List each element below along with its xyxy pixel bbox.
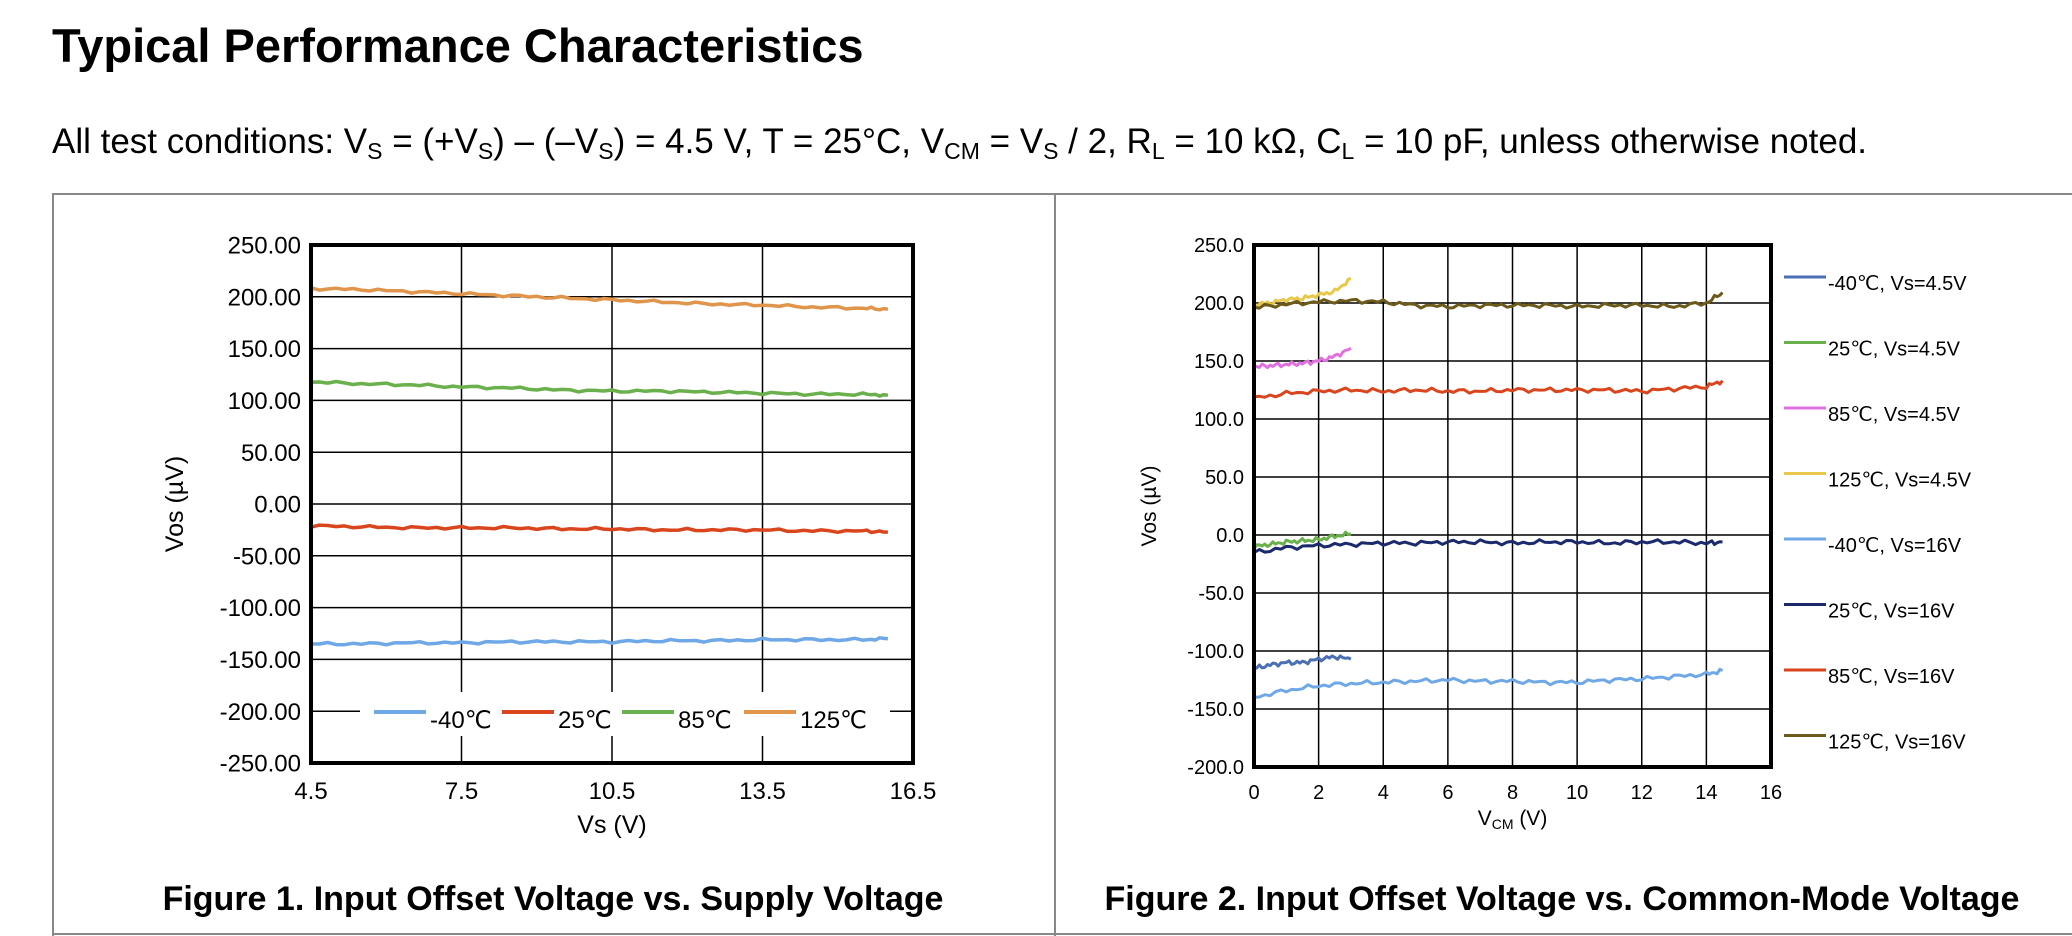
conditions-subscript: S (477, 138, 494, 164)
series-line (1253, 654, 1352, 670)
conditions-subscript: S (598, 138, 614, 164)
series-line (1253, 538, 1723, 554)
y-tick-label: 0.00 (254, 492, 301, 519)
series-line (1252, 277, 1352, 308)
y-tick-label: 100.0 (1194, 409, 1244, 431)
series-line (310, 286, 889, 312)
figure-table-bottom-border (52, 933, 2072, 935)
x-axis-label: Vs (V) (577, 811, 646, 839)
x-tick-label: 4 (1378, 782, 1389, 804)
y-tick-label: -250.00 (220, 751, 301, 778)
y-tick-label: -50.00 (233, 543, 301, 570)
figure-table-frame (52, 193, 2072, 936)
y-tick-label: -100.0 (1187, 641, 1244, 663)
legend-label: 85℃ (678, 707, 732, 734)
series-line (1253, 667, 1724, 699)
x-tick-label: 16.5 (890, 778, 937, 805)
legend-label: 85℃, Vs=4.5V (1828, 404, 1961, 426)
y-axis-label: Vos (µV) (1138, 466, 1161, 547)
x-axis-label-subscript: CM (1492, 816, 1514, 832)
y-tick-label: 200.0 (1194, 293, 1244, 315)
y-tick-label: -100.00 (220, 595, 301, 622)
conditions-text: ) = 4.5 V, T = 25°C, V (613, 122, 945, 161)
x-tick-label: 6 (1442, 782, 1453, 804)
figure-table-divider (1054, 193, 1056, 936)
legend-label: -40℃, Vs=16V (1828, 535, 1962, 557)
figure-2-caption: Figure 2. Input Offset Voltage vs. Commo… (1104, 880, 2020, 918)
y-tick-label: -200.00 (220, 699, 301, 726)
x-tick-label: 0 (1248, 782, 1259, 804)
conditions-subscript: L (1151, 138, 1165, 164)
series-line (1253, 346, 1352, 370)
conditions-subscript: L (1341, 138, 1355, 164)
legend-label: 125℃ (800, 707, 867, 734)
conditions-subscript: S (1043, 138, 1059, 164)
y-tick-label: 200.00 (228, 284, 301, 311)
y-tick-label: 150.00 (228, 336, 301, 363)
x-tick-label: 13.5 (739, 778, 786, 805)
x-tick-label: 10.5 (589, 778, 636, 805)
conditions-text: = 10 kΩ, C (1164, 122, 1342, 161)
plot-area-frame (309, 243, 915, 765)
y-axis-label: Vos (µV) (161, 456, 189, 552)
plot-area-frame (1252, 243, 1773, 769)
conditions-text: = V (979, 122, 1044, 161)
x-tick-label: 7.5 (445, 778, 478, 805)
x-tick-label: 2 (1313, 782, 1324, 804)
conditions-subscript: S (367, 138, 383, 164)
conditions-text: ) – (–V (493, 122, 599, 161)
y-tick-label: 50.00 (241, 440, 301, 467)
x-tick-label: 16 (1760, 782, 1782, 804)
test-conditions: All test conditions: VS = (+VS) – (–VS) … (52, 122, 1867, 165)
x-tick-label: 10 (1566, 782, 1588, 804)
series-line (1253, 379, 1724, 399)
legend-label: -40℃, Vs=4.5V (1828, 273, 1967, 295)
x-tick-label: 12 (1631, 782, 1653, 804)
y-tick-label: 150.0 (1194, 351, 1244, 373)
x-axis-label-part: V (1478, 807, 1492, 830)
y-tick-label: 100.00 (228, 388, 301, 415)
legend-label: 85℃, Vs=16V (1828, 666, 1955, 688)
x-tick-label: 14 (1695, 782, 1717, 804)
x-axis-label-part: (V) (1513, 807, 1547, 830)
x-tick-label: 4.5 (294, 778, 327, 805)
x-axis-label: VCM (V) (1478, 807, 1548, 832)
y-tick-label: -200.0 (1187, 757, 1244, 779)
y-tick-label: 250.00 (228, 233, 301, 260)
series-line (310, 636, 889, 647)
y-tick-label: 50.0 (1205, 467, 1244, 489)
y-tick-label: -150.00 (220, 647, 301, 674)
legend-label: -40℃ (430, 707, 492, 734)
y-tick-label: -150.0 (1187, 699, 1244, 721)
conditions-text: / 2, R (1058, 122, 1152, 161)
legend-label: 25℃, Vs=4.5V (1828, 339, 1961, 361)
series-line (1252, 530, 1352, 550)
series-line (310, 523, 888, 535)
x-tick-label: 8 (1507, 782, 1518, 804)
conditions-text: = 10 pF, unless otherwise noted. (1354, 122, 1868, 161)
series-line (310, 379, 889, 398)
legend-label: 25℃, Vs=16V (1828, 601, 1955, 623)
y-tick-label: 250.0 (1194, 235, 1244, 257)
y-tick-label: -50.0 (1198, 583, 1244, 605)
figure-1-caption: Figure 1. Input Offset Voltage vs. Suppl… (162, 880, 944, 918)
legend-label: 125℃, Vs=16V (1828, 732, 1966, 754)
conditions-subscript: CM (944, 138, 980, 164)
series-line (1253, 291, 1724, 310)
page-title: Typical Performance Characteristics (52, 19, 864, 72)
conditions-text: All test conditions: V (52, 122, 368, 161)
legend-label: 25℃ (558, 707, 612, 734)
conditions-text: = (+V (382, 122, 478, 161)
y-tick-label: 0.0 (1216, 525, 1244, 547)
legend-label: 125℃, Vs=4.5V (1828, 470, 1972, 492)
